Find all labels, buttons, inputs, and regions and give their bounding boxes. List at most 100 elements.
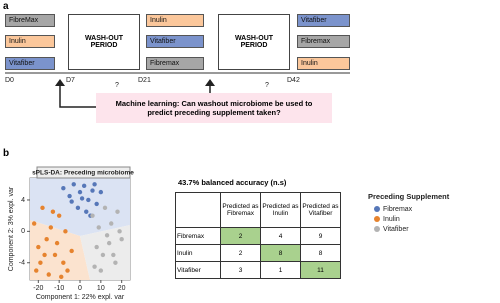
table-cell: Predicted as Inulin xyxy=(260,192,301,228)
question-text: predict preceding supplement taken? xyxy=(147,108,281,117)
point xyxy=(38,260,43,265)
question-mark: ? xyxy=(265,82,269,89)
day-label: D21 xyxy=(138,77,151,84)
point xyxy=(54,240,60,246)
point xyxy=(36,244,41,250)
x-tick-label: -20 xyxy=(33,285,43,292)
table-cell: Inulin xyxy=(175,244,221,262)
y-tick-label: 0 xyxy=(21,228,25,235)
supplement-box: FibreMax xyxy=(5,14,55,27)
legend-label: Vitafiber xyxy=(383,226,409,233)
point xyxy=(98,189,104,195)
washout-text: WASH-OUT xyxy=(234,35,274,42)
point xyxy=(96,225,101,230)
point xyxy=(104,233,110,238)
table-cell: 2 xyxy=(220,227,261,245)
point xyxy=(63,229,68,234)
day-label: D7 xyxy=(66,77,75,84)
supplement-box: Fibremax xyxy=(146,57,204,70)
point xyxy=(94,201,99,207)
table-cell: 2 xyxy=(220,244,261,262)
x-tick-label: -10 xyxy=(54,285,64,292)
legend-swatch xyxy=(374,226,380,232)
x-tick-label: 0 xyxy=(78,285,82,292)
point xyxy=(44,237,49,242)
point xyxy=(119,237,124,242)
point xyxy=(71,182,76,187)
supplement-box: Vitafiber xyxy=(146,35,204,48)
x-tick-label: 10 xyxy=(97,285,105,292)
y-tick-label: -4 xyxy=(19,260,25,267)
supplement-box: Fibremax xyxy=(297,35,350,48)
legend-swatch xyxy=(374,216,380,222)
point xyxy=(65,268,70,273)
question-mark: ? xyxy=(115,82,119,89)
y-axis-label: Component 2: 3% expl. var xyxy=(8,186,15,271)
table-cell: 3 xyxy=(220,261,261,279)
point xyxy=(40,205,45,211)
question-text: Machine learning: Can washout microbiome… xyxy=(115,99,313,108)
table-cell: Vitafiber xyxy=(175,261,221,279)
point xyxy=(102,205,108,211)
panel-label: a xyxy=(3,1,9,12)
arrowhead xyxy=(205,79,215,86)
point xyxy=(34,268,39,273)
table-cell: 8 xyxy=(260,244,301,262)
legend-label: Fibremax xyxy=(383,206,413,213)
point xyxy=(92,264,97,269)
panel-label: b xyxy=(3,148,10,159)
point xyxy=(106,240,112,246)
point xyxy=(90,213,95,218)
point xyxy=(113,260,118,265)
point xyxy=(67,193,72,199)
table-cell: Predicted as Vitafiber xyxy=(300,192,341,228)
table-cell: 9 xyxy=(300,227,341,245)
supplement-box: Vitafiber xyxy=(297,14,350,27)
supplement-box: Inulin xyxy=(146,14,204,27)
point xyxy=(42,252,47,258)
day-label: D42 xyxy=(287,77,300,84)
point xyxy=(100,252,106,258)
washout-text: WASH-OUT xyxy=(84,35,124,42)
supplement-box: Inulin xyxy=(5,35,55,48)
table-cell: 1 xyxy=(260,261,301,279)
table-cell: 11 xyxy=(300,261,341,279)
point xyxy=(50,209,56,214)
washout-box: WASH-OUT PERIOD xyxy=(218,14,290,70)
day-label: D0 xyxy=(5,77,14,84)
point xyxy=(109,221,114,226)
table-cell: Fibremax xyxy=(175,227,221,245)
point xyxy=(79,196,85,201)
table-cell xyxy=(175,192,221,228)
y-tick-label: 4 xyxy=(21,197,25,204)
table-cell: Predicted as Fibremax xyxy=(220,192,261,228)
arrow xyxy=(59,86,96,108)
x-tick-label: 20 xyxy=(118,285,126,292)
point xyxy=(52,252,58,258)
point xyxy=(59,274,64,280)
washout-text: PERIOD xyxy=(240,42,268,49)
point xyxy=(84,209,89,214)
point xyxy=(69,199,74,204)
legend-swatch xyxy=(374,206,380,212)
region-fibremax xyxy=(30,178,130,236)
region-inulin xyxy=(30,220,90,280)
table-caption: 43.7% balanced accuracy (n.s) xyxy=(178,178,287,187)
legend-label: Inulin xyxy=(383,216,400,223)
point xyxy=(61,260,66,265)
point xyxy=(77,189,83,195)
point xyxy=(48,225,54,230)
table-cell: 4 xyxy=(260,227,301,245)
point xyxy=(117,229,122,234)
arrowhead xyxy=(55,79,65,86)
point xyxy=(86,197,91,203)
point xyxy=(115,209,120,214)
point xyxy=(111,252,116,258)
washout-box: WASH-OUT PERIOD xyxy=(68,14,140,70)
point xyxy=(46,272,51,277)
table-cell: 8 xyxy=(300,244,341,262)
x-axis-label: Component 1: 22% expl. var xyxy=(36,294,125,301)
point xyxy=(31,221,37,226)
